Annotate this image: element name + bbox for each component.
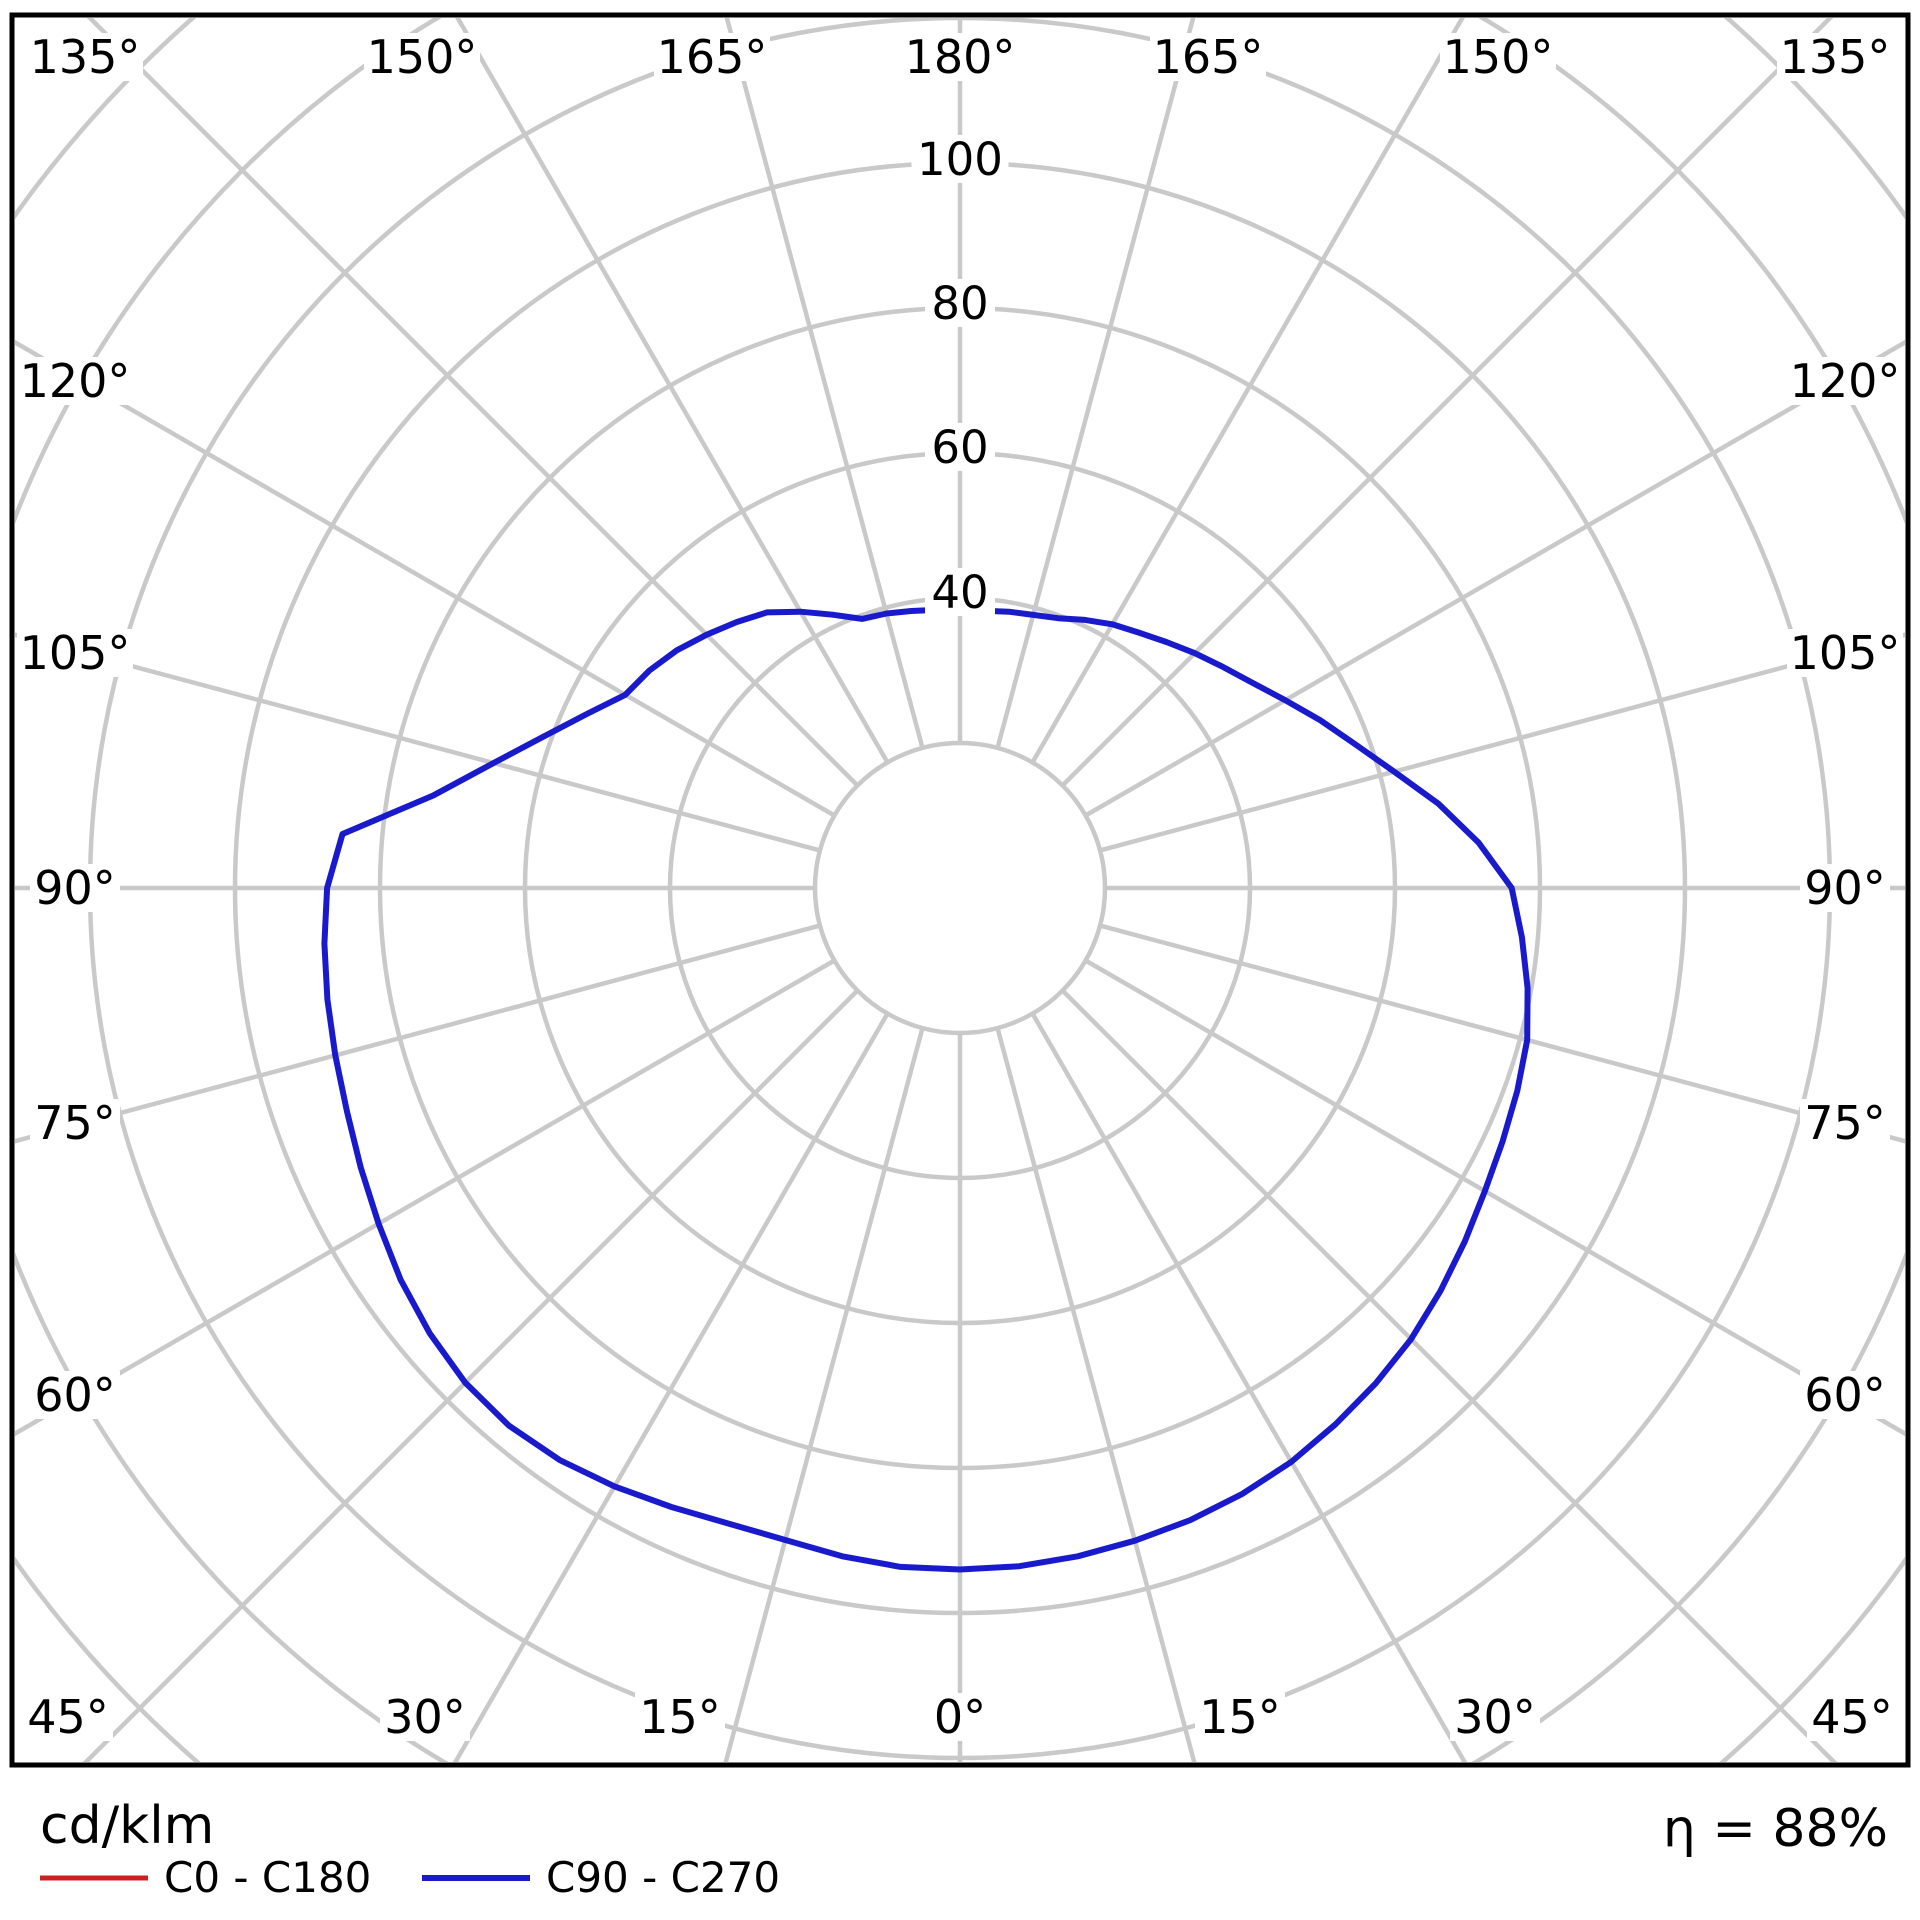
radial-label-halo <box>925 568 995 616</box>
distribution-curves <box>321 606 1531 1573</box>
angle-label-halo <box>380 1693 470 1741</box>
grid-ray <box>1030 1012 1468 1762</box>
grid-ray <box>1084 958 1905 1437</box>
angle-label: 15° <box>639 1690 721 1744</box>
angle-label-halo <box>1787 629 1903 677</box>
angle-label-halo <box>1787 357 1903 405</box>
c90-c270-curve <box>321 606 1531 1573</box>
angle-label: 30° <box>384 1690 466 1744</box>
grid-ray <box>1099 632 1905 853</box>
angle-label-halo <box>1800 1371 1890 1419</box>
efficiency-label: η = 88% <box>1663 1799 1888 1859</box>
angle-label-halo <box>1150 33 1266 81</box>
grid-ray <box>724 18 925 749</box>
angle-label: 45° <box>27 1690 109 1744</box>
radial-axis-labels: 40 60 80 100 <box>911 133 1009 619</box>
angle-label-halo <box>23 1693 113 1741</box>
angle-labels: 135° 150° 165° 180° 165° 150° 135° 45° 30° 15° 0° 1… <box>17 30 1903 1744</box>
angle-label: 120° <box>1790 354 1901 408</box>
angle-label: 105° <box>20 626 131 680</box>
angle-label: 30° <box>1454 1690 1536 1744</box>
grid-ray <box>1084 339 1905 818</box>
unit-label: cd/klm <box>40 1796 214 1856</box>
angle-label: 180° <box>905 30 1016 84</box>
grid-ray <box>995 18 1196 749</box>
legend-c0-label: C0 - C180 <box>164 1853 371 1902</box>
angle-label-halo <box>928 1693 992 1741</box>
radial-label: 80 <box>931 277 988 330</box>
angle-label: 45° <box>1811 1690 1893 1744</box>
grid-ray <box>15 923 821 1144</box>
grid-ray <box>995 1027 1197 1762</box>
radial-label: 100 <box>917 133 1003 186</box>
angle-label-halo <box>1800 864 1890 912</box>
radial-label: 60 <box>931 421 988 474</box>
radial-label: 40 <box>931 566 988 619</box>
grid-ray <box>1060 18 1834 788</box>
grid-ray <box>452 1012 890 1762</box>
angle-label: 105° <box>1790 626 1901 680</box>
grid-ray <box>1099 923 1905 1144</box>
angle-label: 135° <box>1780 30 1891 84</box>
grid-ray <box>15 958 836 1437</box>
grid-ray <box>1060 988 1838 1762</box>
angle-label: 60° <box>1804 1368 1886 1422</box>
angle-label-halo <box>1195 1693 1285 1741</box>
angle-label-halo <box>1777 33 1893 81</box>
grid-ray <box>723 1027 925 1762</box>
angle-label: 75° <box>34 1096 116 1150</box>
angle-label-halo <box>30 1371 120 1419</box>
angle-label-halo <box>27 33 143 81</box>
angle-label: 60° <box>34 1368 116 1422</box>
angle-label-halo <box>364 33 480 81</box>
grid-ray <box>455 18 890 764</box>
angle-label-halo <box>1807 1693 1897 1741</box>
angle-label-halo <box>1800 1099 1890 1147</box>
angle-label-halo <box>17 629 133 677</box>
angle-label: 0° <box>934 1690 986 1744</box>
angle-label-halo <box>30 864 120 912</box>
angle-label: 150° <box>1443 30 1554 84</box>
angle-label: 120° <box>20 354 131 408</box>
angle-label: 165° <box>657 30 768 84</box>
angle-label-halo <box>1450 1693 1540 1741</box>
angle-label-halo <box>1440 33 1556 81</box>
legend-c90-label: C90 - C270 <box>546 1853 780 1902</box>
angle-label: 135° <box>30 30 141 84</box>
angle-label-halo <box>654 33 770 81</box>
angle-label-halo <box>902 33 1018 81</box>
radial-label-halo <box>911 135 1009 183</box>
angle-label: 90° <box>1804 861 1886 915</box>
chart-frame <box>9 12 1911 1768</box>
angle-label: 15° <box>1199 1690 1281 1744</box>
grid-ray <box>1030 18 1465 764</box>
angle-label: 90° <box>34 861 116 915</box>
grid-ray <box>86 18 860 788</box>
angle-label: 75° <box>1804 1096 1886 1150</box>
angle-label-halo <box>30 1099 120 1147</box>
angle-label: 165° <box>1153 30 1264 84</box>
grid-ray <box>15 339 836 818</box>
radial-label-halo <box>925 279 995 327</box>
angle-label-halo <box>635 1693 725 1741</box>
grid-ray <box>82 988 860 1762</box>
angle-label-halo <box>17 357 133 405</box>
grid-ray <box>15 632 821 853</box>
angle-label: 150° <box>367 30 478 84</box>
radial-label-halo <box>925 423 995 471</box>
